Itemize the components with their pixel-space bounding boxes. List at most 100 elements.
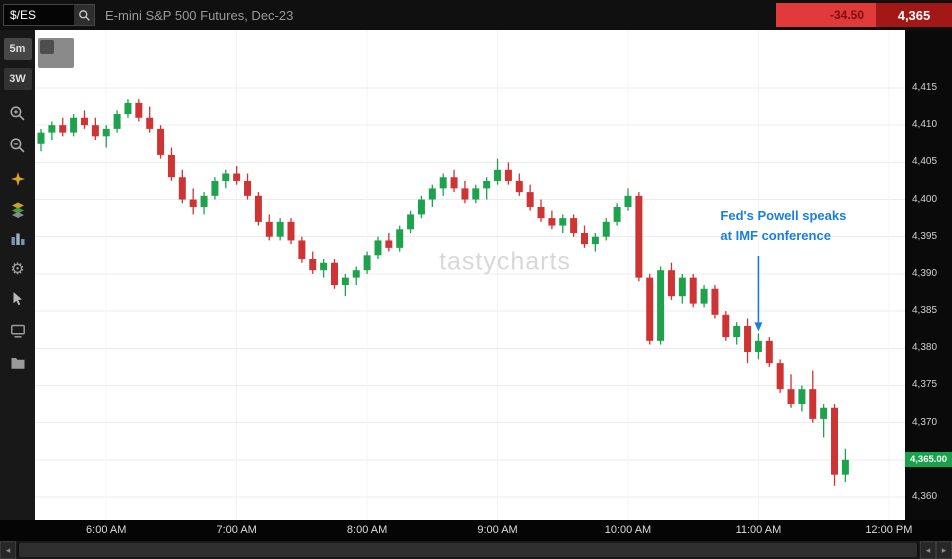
candle	[581, 225, 588, 248]
candle	[363, 251, 371, 274]
symbol-input[interactable]: $/ES	[10, 8, 37, 22]
price-tick-label: 4,400	[912, 193, 938, 205]
files-button[interactable]	[3, 352, 33, 374]
zoom-out-button[interactable]	[3, 134, 33, 156]
candle	[320, 259, 328, 278]
time-tick-label: 7:00 AM	[216, 524, 257, 536]
candle	[820, 404, 828, 438]
scrollbar-track[interactable]	[17, 543, 919, 557]
price-tick-label: 4,385	[912, 305, 938, 317]
price-axis[interactable]: 4,415 4,410 4,405 4,400 4,395 4,390 4,385 4,380…	[905, 30, 952, 520]
candle	[754, 333, 762, 360]
scroll-left-secondary-button[interactable]: ◂	[920, 541, 936, 559]
candle	[385, 233, 393, 252]
candle	[146, 106, 154, 133]
candle	[504, 162, 512, 185]
candle	[765, 337, 773, 367]
candle	[667, 262, 675, 300]
annotation-line-2: at IMF conference	[720, 227, 831, 243]
candle	[700, 285, 708, 308]
folder-icon	[11, 357, 24, 369]
gear-icon: ⚙	[10, 261, 25, 278]
candle	[341, 273, 349, 297]
chart-title: E-mini S&P 500 Futures, Dec-23	[105, 7, 294, 23]
drawings-button[interactable]	[3, 198, 33, 220]
candle	[591, 233, 599, 252]
last-price-axis-badge: 4,365.00	[905, 452, 952, 468]
candle	[776, 359, 784, 393]
candle	[48, 121, 56, 141]
candle	[200, 192, 208, 215]
chart-plot-area[interactable]: tastycharts Fed's Powell speaks at IMF c…	[35, 30, 905, 520]
candlestick-chart[interactable]	[35, 30, 905, 520]
candle	[167, 147, 175, 181]
candle	[787, 374, 795, 408]
price-tick-label: 4,370	[912, 416, 938, 428]
candle	[330, 259, 338, 289]
time-tick-label: 6:00 AM	[86, 524, 127, 536]
annotation-line-1: Fed's Powell speaks	[720, 208, 847, 223]
candle	[613, 203, 621, 226]
candle	[678, 273, 686, 304]
candle	[265, 214, 273, 241]
candle	[515, 173, 523, 196]
candle	[526, 184, 534, 211]
candle	[722, 311, 730, 341]
candle	[211, 177, 219, 200]
candle	[624, 188, 632, 211]
candle	[711, 285, 719, 319]
studies-button[interactable]	[3, 228, 33, 250]
settings-button[interactable]: ⚙	[3, 258, 33, 280]
candle	[396, 225, 404, 252]
candle	[222, 169, 230, 189]
candle	[646, 273, 654, 345]
layers-icon	[11, 202, 24, 218]
candle	[37, 128, 45, 152]
time-axis[interactable]: 6:00 AM 7:00 AM 8:00 AM 9:00 AM 10:00 AM 11:0…	[0, 520, 952, 541]
scroll-right-button[interactable]: ▸	[936, 541, 952, 559]
candle	[733, 322, 741, 345]
timeframe-5m-button[interactable]: 5m	[3, 38, 32, 60]
candle	[178, 169, 186, 204]
cursor-tool-button[interactable]	[3, 288, 33, 310]
candle	[113, 110, 121, 133]
annotation-arrowhead	[754, 322, 763, 332]
candle	[298, 236, 306, 263]
candle	[287, 218, 295, 245]
candle	[124, 99, 132, 118]
candle	[537, 199, 545, 222]
cursor-arrow-icon	[13, 292, 22, 306]
price-tick-label: 4,380	[912, 342, 938, 354]
tool-flyout-panel[interactable]	[38, 38, 74, 68]
effects-button[interactable]	[3, 168, 33, 190]
chart-bars-icon	[11, 233, 24, 245]
candle	[276, 218, 284, 241]
symbol-search-box[interactable]: $/ES	[3, 4, 95, 26]
candle	[157, 125, 165, 159]
candle	[189, 188, 197, 215]
candle	[352, 266, 360, 286]
candle	[472, 184, 480, 204]
candle	[461, 180, 469, 204]
candle	[407, 210, 415, 234]
candle	[102, 125, 110, 148]
price-tick-label: 4,415	[912, 82, 938, 93]
search-icon[interactable]	[74, 5, 94, 25]
candle	[70, 114, 78, 137]
range-3w-button[interactable]: 3W	[3, 68, 32, 90]
topbar: $/ES E-mini S&P 500 Futures, Dec-23 -34.…	[0, 0, 952, 30]
time-tick-label: 12:00 PM	[865, 524, 913, 536]
candle	[657, 266, 665, 345]
scroll-left-button[interactable]: ◂	[0, 541, 16, 559]
display-button[interactable]	[3, 320, 33, 342]
zoom-in-button[interactable]	[3, 102, 33, 124]
scrollbar-thumb[interactable]	[19, 543, 917, 557]
candle	[831, 404, 839, 486]
price-tick-label: 4,405	[912, 156, 938, 168]
active-tool-icon	[40, 40, 54, 54]
candle	[59, 117, 67, 137]
last-price-topbar-badge: 4,365	[876, 3, 952, 27]
chart-scrollbar[interactable]: ◂ ◂ ▸	[0, 541, 952, 559]
candle	[91, 117, 99, 141]
candle	[309, 251, 317, 274]
